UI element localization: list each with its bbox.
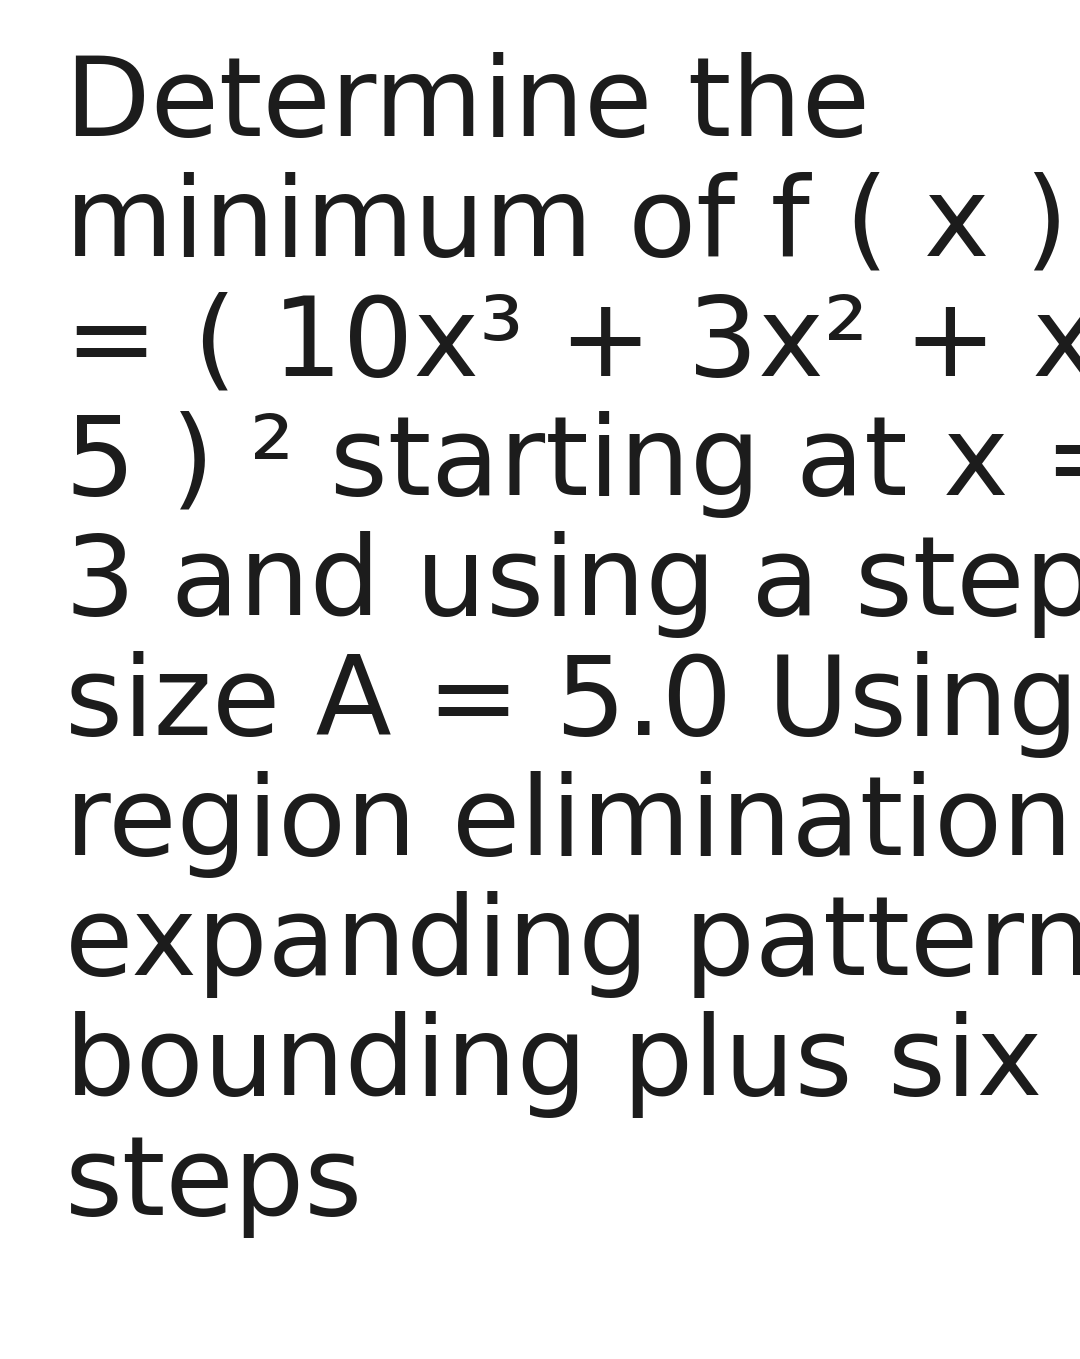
Text: steps: steps xyxy=(65,1132,363,1238)
Text: region elimination :: region elimination : xyxy=(65,772,1080,878)
Text: size A = 5.0 Using: size A = 5.0 Using xyxy=(65,651,1079,758)
Text: bounding plus six: bounding plus six xyxy=(65,1011,1042,1118)
Text: = ( 10x³ + 3x² + x +: = ( 10x³ + 3x² + x + xyxy=(65,291,1080,398)
Text: 3 and using a step: 3 and using a step xyxy=(65,531,1080,639)
Text: minimum of f ( x ): minimum of f ( x ) xyxy=(65,171,1068,279)
Text: expanding pattern: expanding pattern xyxy=(65,892,1080,999)
Text: Determine the: Determine the xyxy=(65,52,870,159)
Text: 5 ) ² starting at x =: 5 ) ² starting at x = xyxy=(65,412,1080,519)
